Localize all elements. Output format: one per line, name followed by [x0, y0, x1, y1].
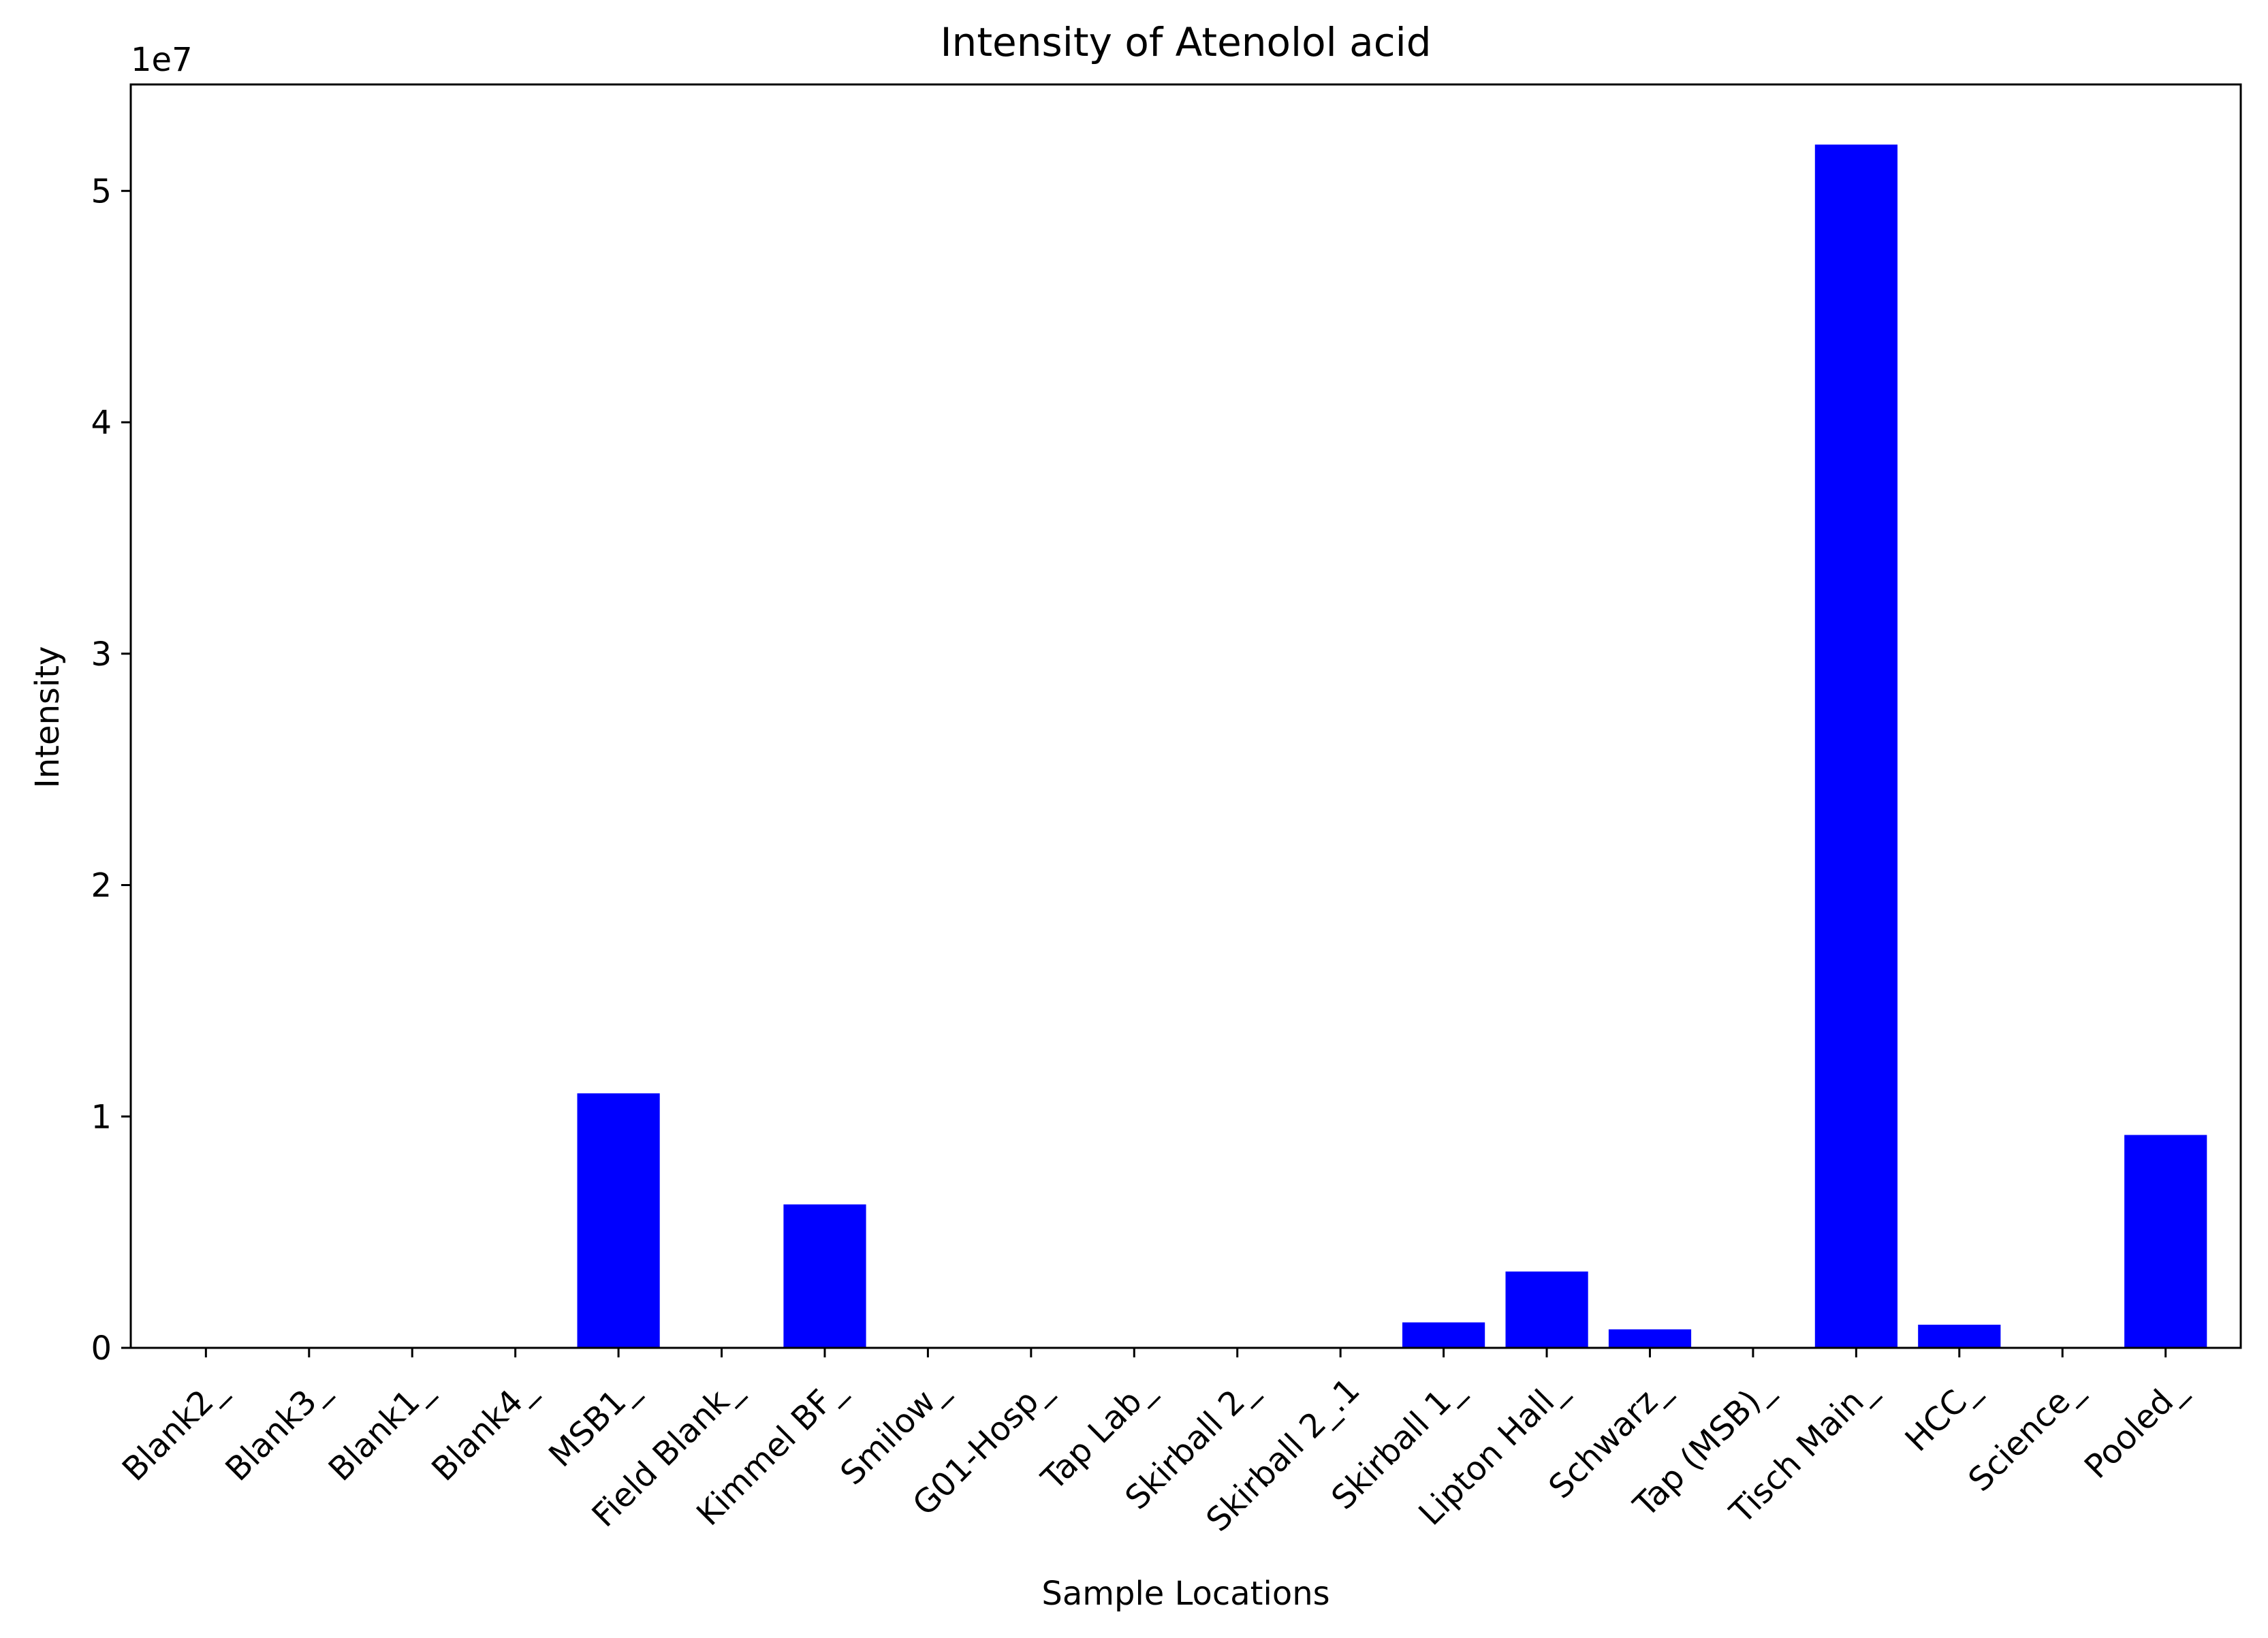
chart-title: Intensity of Atenolol acid	[940, 19, 1431, 65]
plot-area-frame	[129, 83, 2242, 1349]
bar-17	[1918, 1325, 2001, 1348]
y-ticks-group: 0 1 2 3 4 5	[91, 172, 131, 1368]
y-tick-label-0: 0	[91, 1329, 112, 1368]
y-axis-label: Intensity	[29, 646, 67, 789]
bar-19	[2124, 1135, 2207, 1348]
bar-16	[1814, 144, 1897, 1348]
y-tick-label-5: 5	[91, 172, 112, 210]
y-tick-label-3: 3	[91, 635, 112, 674]
bar-6	[783, 1204, 866, 1348]
x-axis-label: Sample Locations	[1041, 1575, 1329, 1613]
y-scale-label: 1e7	[131, 41, 193, 79]
bar-14	[1608, 1329, 1692, 1348]
y-tick-label-4: 4	[91, 404, 112, 442]
bar-4	[577, 1093, 660, 1348]
bar-13	[1505, 1271, 1588, 1348]
y-tick-label-2: 2	[91, 867, 112, 905]
bars-group	[577, 144, 2207, 1348]
bar-12	[1402, 1322, 1485, 1348]
y-tick-label-1: 1	[91, 1098, 112, 1136]
